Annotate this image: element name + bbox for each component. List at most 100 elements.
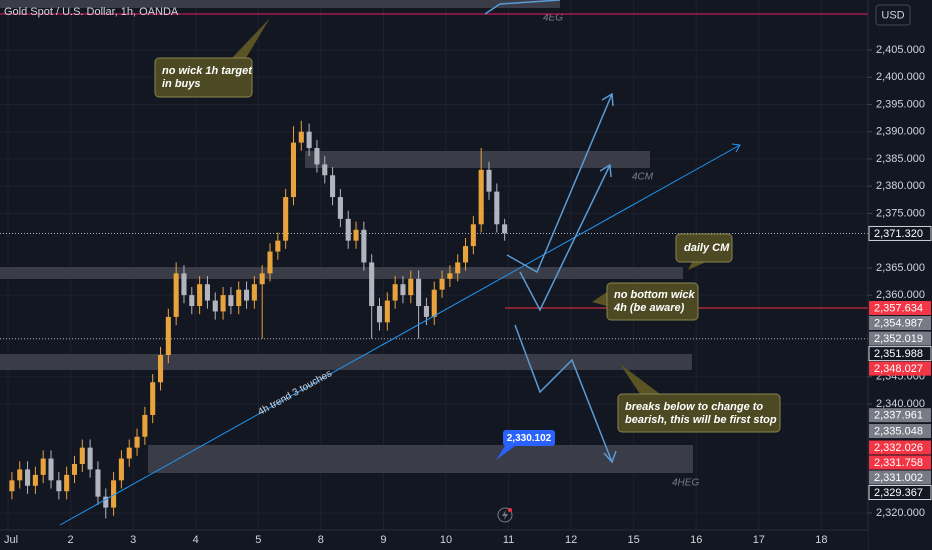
arrow-head xyxy=(599,163,612,178)
time-axis xyxy=(0,530,868,550)
price-tag-label: 2,348.027 xyxy=(874,363,923,375)
callout-text: in buys xyxy=(162,78,201,90)
icon-bolt xyxy=(502,510,508,520)
candle-body xyxy=(462,246,469,263)
candle-body xyxy=(111,480,117,508)
candle-body xyxy=(87,447,93,470)
candle-body xyxy=(103,496,109,508)
price-tag xyxy=(869,361,931,376)
candle-body xyxy=(423,306,429,317)
price-tag xyxy=(869,331,931,346)
price-tag xyxy=(869,470,931,485)
candle-body xyxy=(212,300,218,312)
candle-body xyxy=(64,474,70,492)
candle-body xyxy=(126,447,132,459)
trend-label: 4h trend 3 touches xyxy=(256,368,334,418)
price-tag-label: 2,337.961 xyxy=(874,410,923,422)
callout: daily CM xyxy=(675,233,733,270)
price-tag xyxy=(869,408,931,423)
trend-line xyxy=(59,144,741,526)
y-tick-label: 2,320.000 xyxy=(876,507,925,519)
arrow-head xyxy=(603,450,617,464)
y-tick-label: 2,405.000 xyxy=(876,44,925,56)
callout-text: 2,330.102 xyxy=(507,433,552,444)
candle-body xyxy=(290,142,297,198)
price-tag xyxy=(868,225,932,241)
candle-body xyxy=(71,463,78,475)
candle-body xyxy=(283,197,289,241)
zone xyxy=(0,354,692,370)
alert-icon[interactable] xyxy=(497,507,513,523)
zone-label: 4HEG xyxy=(672,478,699,489)
y-tick-label: 2,340.000 xyxy=(876,398,925,410)
callout-box xyxy=(154,57,253,98)
candle-body xyxy=(142,414,148,437)
callout: no bottom wick 4h (be aware) xyxy=(592,282,699,321)
candle-body xyxy=(337,197,343,219)
candle-body xyxy=(48,458,54,481)
candle-body xyxy=(251,284,257,301)
candle-body xyxy=(79,447,85,464)
price-tag-label: 2,357.634 xyxy=(874,302,923,314)
candle-body xyxy=(9,480,15,492)
candle-body xyxy=(478,169,484,225)
price-tag-label: 2,331.758 xyxy=(874,457,923,469)
candle-body xyxy=(220,295,226,312)
callout-box xyxy=(617,393,781,433)
candle-body xyxy=(244,289,250,301)
candle-body xyxy=(181,273,187,296)
price-callout: 2,330.102 xyxy=(496,430,555,460)
candle-body xyxy=(439,278,445,290)
price-tag xyxy=(869,424,931,439)
candle-body xyxy=(157,355,164,383)
candle-body xyxy=(236,289,242,307)
candle-body xyxy=(32,474,38,486)
price-tag-label: 2,331.002 xyxy=(874,472,923,484)
callout: no wick 1h target in buys xyxy=(154,18,270,98)
callout-tail xyxy=(620,364,660,394)
candles xyxy=(9,120,508,519)
currency-label: USD xyxy=(881,9,904,21)
price-tag-label: 2,352.019 xyxy=(874,333,923,345)
candle-body xyxy=(447,273,453,279)
x-tick-label: 16 xyxy=(690,534,702,546)
x-tick-label: 2 xyxy=(68,534,74,546)
axes: 2,405.000 2,400.000 2,395.000 2,390.000 2,38… xyxy=(4,44,932,546)
candle-body xyxy=(384,300,390,323)
candle-body xyxy=(416,278,422,307)
arrow xyxy=(484,0,561,15)
candle-body xyxy=(361,229,367,263)
x-tick-label: Jul xyxy=(4,534,18,546)
candle-body xyxy=(494,191,500,225)
arrow-head xyxy=(601,92,614,107)
arrow xyxy=(506,93,613,274)
callout-tail xyxy=(232,18,270,58)
candle-body xyxy=(330,175,336,198)
callout-text: no bottom wick xyxy=(614,289,696,301)
candle-body xyxy=(189,295,195,307)
candle-body xyxy=(165,316,171,356)
price-tag xyxy=(868,484,932,500)
price-tag-label: 2,332.026 xyxy=(874,442,923,454)
callout-text: 4h (be aware) xyxy=(613,302,685,314)
price-tag-label: 2,371.320 xyxy=(874,228,923,240)
candle-body xyxy=(431,289,437,317)
price-tag-label: 2,354.987 xyxy=(874,317,923,329)
x-tick-label: 18 xyxy=(815,534,827,546)
candle-body xyxy=(314,148,320,165)
x-tick-label: 8 xyxy=(318,534,324,546)
x-tick-label: 9 xyxy=(380,534,386,546)
chart-title: Gold Spot / U.S. Dollar, 1h, OANDA xyxy=(4,6,179,18)
candle-body xyxy=(345,218,351,241)
price-tag xyxy=(869,316,931,331)
y-tick-label: 2,375.000 xyxy=(876,207,925,219)
candle-body xyxy=(298,131,304,143)
x-tick-label: 12 xyxy=(565,534,577,546)
currency-button[interactable] xyxy=(875,4,911,26)
candle-body xyxy=(408,278,414,296)
candle-body xyxy=(275,240,281,252)
y-tick-label: 2,395.000 xyxy=(876,98,925,110)
icon-ring xyxy=(497,507,513,523)
callout-text: no wick 1h target xyxy=(162,65,253,77)
